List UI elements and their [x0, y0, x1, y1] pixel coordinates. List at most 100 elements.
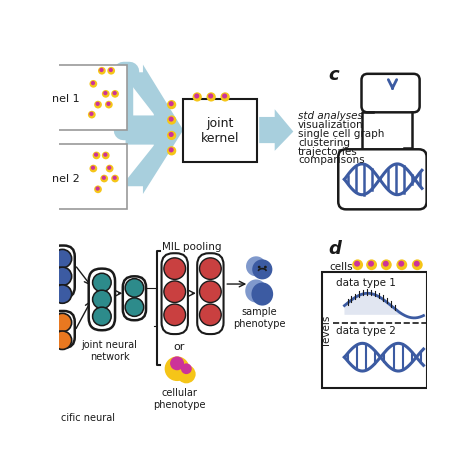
Text: std analyses: std analyses	[298, 111, 363, 121]
Circle shape	[208, 93, 213, 99]
Circle shape	[91, 81, 95, 85]
Circle shape	[368, 261, 374, 267]
Circle shape	[354, 261, 360, 267]
Text: data type 1: data type 1	[336, 278, 396, 288]
Circle shape	[107, 165, 111, 170]
FancyBboxPatch shape	[89, 269, 115, 330]
Circle shape	[167, 115, 176, 125]
Circle shape	[192, 92, 202, 101]
Ellipse shape	[245, 279, 267, 302]
Circle shape	[112, 176, 117, 180]
Text: cells: cells	[329, 262, 353, 272]
Circle shape	[111, 90, 119, 98]
Text: comparisons: comparisons	[298, 155, 365, 165]
Circle shape	[88, 111, 96, 118]
Circle shape	[102, 90, 109, 98]
Circle shape	[169, 101, 173, 106]
Circle shape	[106, 102, 110, 106]
Circle shape	[91, 165, 95, 170]
FancyBboxPatch shape	[50, 311, 75, 348]
Circle shape	[181, 364, 192, 374]
Text: nel 1: nel 1	[52, 94, 79, 104]
Bar	[322, 273, 427, 388]
Circle shape	[95, 102, 100, 106]
FancyBboxPatch shape	[362, 74, 419, 112]
Text: or: or	[173, 342, 185, 352]
Circle shape	[100, 175, 108, 182]
Circle shape	[94, 101, 102, 109]
Circle shape	[396, 259, 407, 270]
Bar	[46, 64, 127, 130]
Circle shape	[90, 164, 97, 173]
Text: MIL pooling: MIL pooling	[162, 242, 222, 252]
Text: clustering: clustering	[298, 138, 350, 148]
Circle shape	[222, 93, 227, 99]
Text: single cell graph: single cell graph	[298, 129, 384, 139]
Text: data type 2: data type 2	[336, 327, 396, 337]
Circle shape	[167, 100, 176, 109]
Circle shape	[246, 256, 266, 276]
Text: cellular
phenotype: cellular phenotype	[153, 388, 206, 410]
Circle shape	[167, 131, 176, 140]
Circle shape	[98, 67, 106, 74]
Circle shape	[94, 153, 98, 157]
Circle shape	[106, 164, 113, 173]
Text: visualization: visualization	[298, 120, 364, 130]
Text: cific neural: cific neural	[61, 413, 115, 423]
Circle shape	[53, 313, 72, 332]
FancyBboxPatch shape	[50, 246, 75, 298]
FancyBboxPatch shape	[123, 276, 146, 320]
Bar	[46, 144, 127, 210]
Circle shape	[167, 146, 176, 155]
Circle shape	[89, 112, 93, 116]
Circle shape	[164, 304, 186, 326]
Circle shape	[381, 259, 392, 270]
Circle shape	[352, 259, 363, 270]
Circle shape	[220, 92, 230, 101]
Text: joint
kernel: joint kernel	[201, 117, 239, 145]
Circle shape	[94, 185, 102, 193]
Circle shape	[164, 258, 186, 279]
Circle shape	[53, 267, 72, 285]
Circle shape	[112, 91, 117, 95]
Polygon shape	[128, 64, 183, 194]
Circle shape	[366, 259, 377, 270]
Circle shape	[125, 298, 144, 316]
Text: c: c	[328, 66, 339, 84]
Circle shape	[102, 176, 106, 180]
Text: trajectories: trajectories	[298, 146, 358, 156]
Circle shape	[383, 261, 389, 267]
Circle shape	[194, 93, 199, 99]
Circle shape	[103, 153, 108, 157]
Circle shape	[169, 117, 173, 122]
Circle shape	[100, 68, 104, 72]
Circle shape	[125, 279, 144, 297]
Circle shape	[107, 67, 115, 74]
Circle shape	[264, 266, 267, 268]
Circle shape	[169, 147, 173, 153]
Circle shape	[92, 273, 111, 292]
Text: d: d	[328, 240, 341, 258]
Bar	[183, 99, 257, 163]
Circle shape	[200, 258, 221, 279]
Circle shape	[92, 152, 100, 159]
Circle shape	[53, 285, 72, 303]
Circle shape	[200, 304, 221, 326]
Circle shape	[53, 331, 72, 349]
Circle shape	[170, 356, 184, 370]
Circle shape	[177, 365, 196, 383]
Circle shape	[111, 175, 119, 182]
Circle shape	[164, 356, 190, 381]
Text: joint neural
network: joint neural network	[82, 340, 137, 362]
Circle shape	[207, 92, 216, 101]
Circle shape	[398, 261, 404, 267]
Text: levels: levels	[321, 315, 331, 346]
Circle shape	[164, 281, 186, 302]
Polygon shape	[259, 109, 293, 151]
Circle shape	[414, 261, 420, 267]
Circle shape	[95, 186, 100, 191]
Circle shape	[109, 68, 113, 72]
FancyBboxPatch shape	[197, 253, 224, 334]
Circle shape	[102, 152, 109, 159]
Ellipse shape	[251, 283, 273, 306]
